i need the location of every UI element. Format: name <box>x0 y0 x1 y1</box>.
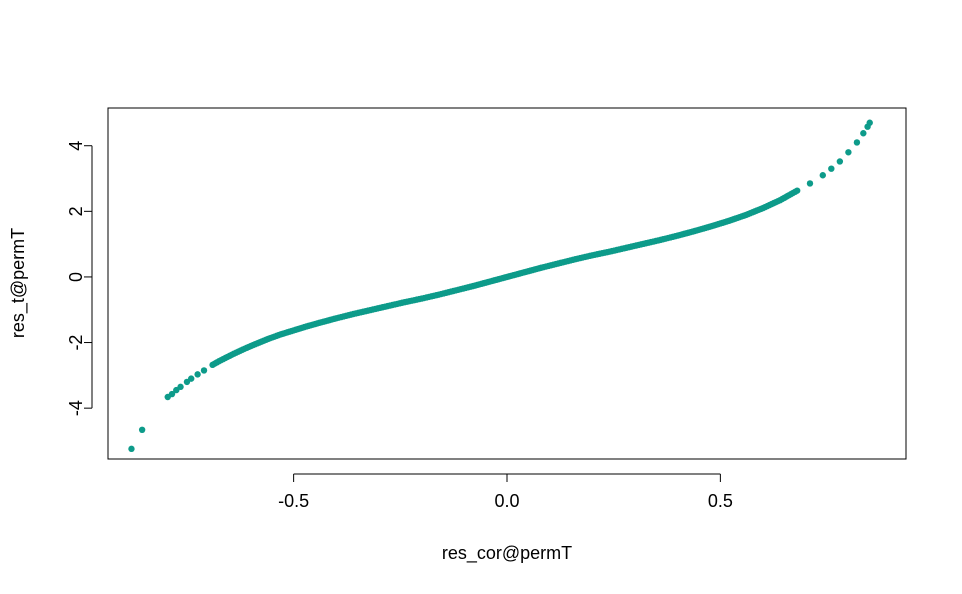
data-points <box>128 119 873 453</box>
y-axis: -4 -2 0 2 4 <box>66 141 93 416</box>
x-axis-title: res_cor@permT <box>442 543 572 564</box>
y-tick-label: 4 <box>66 141 86 151</box>
data-point <box>828 165 835 172</box>
data-point <box>138 426 146 433</box>
data-point <box>866 119 873 126</box>
x-tick-label: 0.0 <box>494 491 519 511</box>
data-point <box>194 371 201 378</box>
x-tick-label: -0.5 <box>278 491 309 511</box>
plot-frame <box>107 107 907 460</box>
data-point <box>200 367 208 374</box>
y-tick-label: -4 <box>66 400 86 416</box>
x-axis: -0.5 0.0 0.5 <box>278 473 733 511</box>
y-axis-title: res_t@permT <box>8 228 29 338</box>
data-point <box>168 390 176 398</box>
data-point <box>819 172 826 179</box>
data-point <box>806 180 814 187</box>
y-tick-label: 0 <box>66 272 86 282</box>
data-point <box>853 139 861 146</box>
data-point <box>845 149 852 156</box>
y-tick-label: -2 <box>66 335 86 351</box>
data-point <box>860 130 867 137</box>
data-point <box>836 158 844 165</box>
data-point <box>128 445 135 453</box>
data-point <box>188 375 195 382</box>
y-tick-label: 2 <box>66 206 86 216</box>
data-point <box>177 383 184 391</box>
x-tick-label: 0.5 <box>708 491 733 511</box>
data-point <box>793 187 801 194</box>
